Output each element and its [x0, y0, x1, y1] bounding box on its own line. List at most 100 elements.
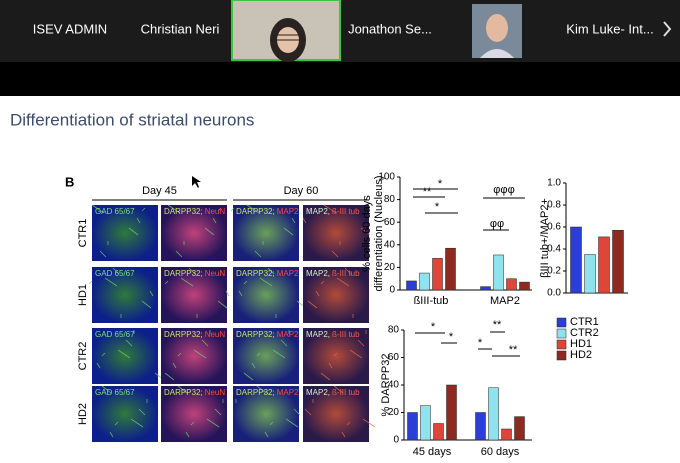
neurite: [214, 408, 222, 416]
bar: [519, 281, 530, 291]
micrograph: [303, 267, 369, 323]
y-axis-label: % DARPP32: [380, 354, 392, 417]
neurite: [91, 204, 105, 214]
neurite: [96, 362, 101, 369]
neurite: [101, 385, 112, 394]
legend-label: HD1: [570, 338, 592, 350]
bar: [514, 416, 525, 441]
bar: [584, 254, 596, 294]
avatar-shirt: [480, 49, 514, 58]
micrograph: [161, 328, 227, 384]
significance-label: *: [435, 201, 440, 213]
neurite: [307, 300, 318, 309]
neurite: [336, 277, 350, 287]
neurite: [104, 277, 118, 287]
neurite: [175, 250, 183, 258]
stain-label: DARPP32;: [236, 330, 275, 339]
micrograph: [303, 328, 369, 384]
next-page[interactable]: [663, 21, 672, 37]
neurite: [320, 372, 331, 381]
neurite: [101, 352, 106, 357]
neurite: [141, 300, 152, 309]
significance-label: **: [509, 344, 518, 356]
y-tick-label: 20: [384, 262, 396, 273]
y-tick-label: 100: [378, 172, 395, 183]
row-label: HD1: [77, 284, 89, 306]
neurite: [164, 372, 175, 381]
stain-label: MAP2,: [306, 207, 330, 216]
bar: [493, 254, 504, 291]
stain-label: DARPP32;: [164, 388, 203, 397]
y-tick-label: 40: [384, 239, 396, 250]
neurite: [193, 349, 207, 359]
neurite: [331, 250, 339, 258]
gap: [0, 62, 680, 96]
y-tick-label: 0.0: [547, 288, 561, 299]
significance-label: φφ: [490, 218, 504, 230]
legend-swatch: [556, 317, 567, 328]
neurite: [167, 204, 181, 214]
stain-label: DARPP32;: [236, 269, 275, 278]
neurite: [243, 280, 248, 285]
neurite: [264, 431, 269, 438]
row-label: CTR2: [77, 342, 89, 371]
neurite: [323, 204, 337, 214]
micrograph: [303, 386, 369, 442]
neurite: [125, 339, 133, 347]
bar: [432, 258, 443, 291]
neurite: [357, 339, 365, 347]
y-tick-label: 40: [388, 380, 400, 391]
stain-label: DARPP32;: [164, 269, 203, 278]
neurite: [291, 217, 296, 224]
stain-label: GAD 65/67: [95, 388, 135, 397]
neurite: [304, 408, 312, 416]
row-label: HD2: [77, 403, 89, 425]
row-label: CTR1: [77, 219, 89, 248]
participant-name: Jonathon Se...: [348, 21, 432, 36]
y-tick-label: 80: [384, 194, 396, 205]
neurite: [114, 421, 119, 426]
x-tick-label: 60 days: [481, 446, 520, 458]
neurite: [254, 250, 262, 258]
neurite: [128, 227, 139, 236]
y-axis-label: % cells 60 days: [361, 195, 373, 272]
y-tick-label: 0.2: [547, 266, 561, 277]
stain-label: GAD 65/67: [95, 207, 135, 216]
stain-label: ß-III tub: [332, 269, 360, 278]
x-tick-label: 45 days: [413, 446, 452, 458]
neurite: [293, 408, 301, 416]
participant-name: Kim Luke- Int...: [566, 21, 653, 36]
bar: [406, 280, 417, 291]
micrograph: [233, 328, 299, 384]
x-tick-label: ßIII-tub: [414, 295, 449, 307]
bar: [419, 272, 430, 291]
legend-label: CTR1: [570, 316, 599, 328]
micrograph: [233, 267, 299, 323]
neurite: [130, 418, 144, 428]
stain-label: MAP2,: [306, 330, 330, 339]
slide-title: Differentiation of striatal neurons: [10, 110, 254, 129]
neurite: [256, 385, 267, 394]
bar: [612, 230, 624, 294]
neurite: [349, 349, 363, 359]
bar: [475, 412, 486, 441]
neurite: [267, 267, 275, 275]
micrograph: [92, 205, 158, 261]
significance-label: *: [449, 331, 454, 343]
significance-label: **: [493, 319, 502, 331]
stain-label: GAD 65/67: [95, 269, 135, 278]
bar: [501, 428, 512, 441]
neurite: [138, 408, 146, 416]
avatar-glasses: [275, 34, 301, 41]
neurite: [256, 352, 261, 357]
neurite: [225, 290, 230, 297]
stain-label: NeuN: [205, 207, 226, 216]
neurite: [180, 277, 194, 287]
y-tick-label: 60: [384, 217, 396, 228]
column-header: Day 60: [284, 185, 319, 197]
neurite: [259, 277, 273, 287]
stain-label: MAP2: [277, 207, 299, 216]
neurite: [328, 362, 333, 369]
